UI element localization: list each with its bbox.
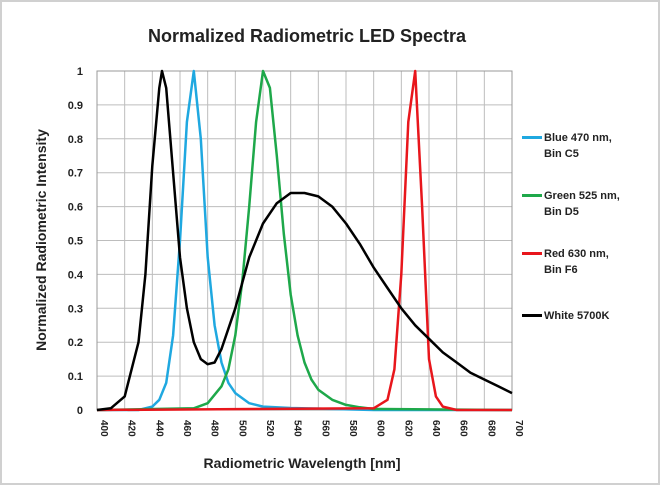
y-axis-label: Normalized Radiometric Intensity [33,129,49,351]
legend-label: Red 630 nm, Bin F6 [544,248,609,276]
x-tick-label: 440 [153,420,164,437]
x-tick-label: 640 [430,420,441,437]
y-tick-label: 0.4 [68,269,84,281]
legend-label: Blue 470 nm, Bin C5 [544,132,612,160]
y-tick-label: 0.7 [68,168,83,180]
x-tick-label: 540 [292,420,303,437]
x-tick-label: 560 [319,420,330,437]
y-tick-label: 0.2 [68,337,83,349]
x-tick-label: 420 [126,420,137,437]
x-tick-label: 500 [236,420,247,437]
plot-border [96,70,513,411]
legend-swatch [522,194,542,197]
y-tick-label: 0.3 [68,303,83,315]
series-line [96,69,513,412]
x-tick-label: 700 [513,420,524,437]
legend-swatch [522,314,542,317]
series-line [96,69,513,412]
x-tick-label: 620 [402,420,413,437]
series-line [96,69,512,412]
y-tick-label: 0.9 [68,100,83,112]
x-tick-label: 460 [181,420,192,437]
x-axis-label: Radiometric Wavelength [nm] [203,455,400,471]
x-tick-label: 660 [458,420,469,437]
x-tick-label: 600 [375,420,386,437]
y-tick-label: 0.5 [68,236,83,248]
y-tick-label: 0.6 [68,202,83,214]
x-tick-label: 680 [485,420,496,437]
x-tick-label: 520 [264,420,275,437]
legend-swatch [522,136,542,139]
legend-label: White 5700K [544,310,610,322]
y-tick-label: 0 [77,405,83,417]
series-line [97,69,512,412]
y-tick-label: 0.1 [68,371,83,383]
x-tick-label: 400 [98,420,109,437]
legend-label: Green 525 nm, Bin D5 [544,190,620,218]
legend-swatch [522,252,542,255]
y-tick-label: 1 [77,66,83,78]
y-tick-label: 0.8 [68,134,83,146]
x-tick-label: 580 [347,420,358,437]
chart-title: Normalized Radiometric LED Spectra [148,26,467,46]
x-tick-label: 480 [209,420,220,437]
